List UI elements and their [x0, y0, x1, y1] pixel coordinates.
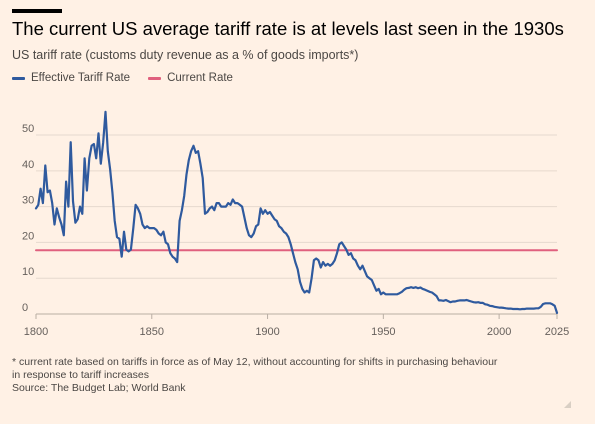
- legend-swatch-current-rate: [148, 76, 162, 80]
- title-accent-bar: [12, 9, 62, 13]
- legend-item-effective-tariff-rate: Effective Tariff Rate: [12, 72, 130, 84]
- x-tick-label-1950: 1950: [371, 326, 395, 338]
- y-tick-label-20: 20: [22, 230, 34, 242]
- legend-swatch-effective-tariff-rate: [12, 76, 25, 80]
- x-tick-label-1850: 1850: [140, 326, 164, 338]
- legend-item-current-rate: Current Rate: [148, 72, 233, 84]
- chart-subtitle: US tariff rate (customs duty revenue as …: [12, 48, 359, 62]
- x-tick-label-2025: 2025: [545, 326, 569, 338]
- chart-notes: * current rate based on tariffs in force…: [12, 356, 587, 395]
- y-tick-label-0: 0: [22, 302, 28, 314]
- y-tick-label-50: 50: [22, 123, 34, 135]
- footnote-line-1: * current rate based on tariffs in force…: [12, 356, 498, 368]
- chart-legend: Effective Tariff Rate Current Rate: [12, 72, 251, 84]
- source-note: Source: The Budget Lab; World Bank: [12, 382, 186, 394]
- y-tick-label-40: 40: [22, 159, 34, 171]
- series-line-effective-tariff-rate: [34, 110, 559, 314]
- x-tick-label-1800: 1800: [24, 326, 48, 338]
- footnote-line-2: in response to tariff increases: [12, 369, 149, 381]
- chart-title: The current US average tariff rate is at…: [12, 18, 564, 39]
- y-tick-label-30: 30: [22, 195, 34, 207]
- legend-label-effective-tariff-rate: Effective Tariff Rate: [31, 72, 131, 84]
- x-tick-label-2000: 2000: [487, 326, 511, 338]
- legend-label-current-rate: Current Rate: [167, 72, 233, 84]
- y-tick-label-10: 10: [22, 266, 34, 278]
- x-tick-label-1900: 1900: [255, 326, 279, 338]
- resize-corner-icon: [564, 401, 571, 408]
